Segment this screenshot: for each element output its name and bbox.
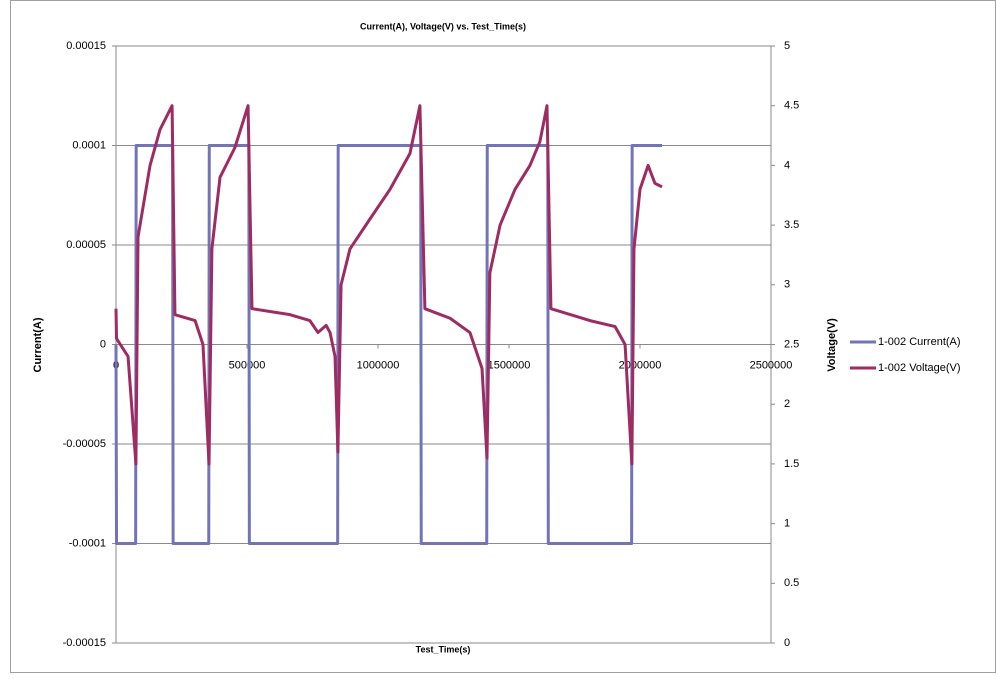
chart-border <box>10 0 996 673</box>
y-tick-label: -0.00015 <box>63 637 106 649</box>
y-tick-label: 0.00015 <box>66 40 106 52</box>
x-axis-title: Test_Time(s) <box>416 644 471 654</box>
y-tick-label: 0.00005 <box>66 239 106 251</box>
x-tick-label: 2000000 <box>619 359 662 371</box>
y-tick-label: -0.00005 <box>63 438 106 450</box>
y2-tick-label: 2 <box>784 398 790 410</box>
y2-tick-label: 2.5 <box>784 338 799 350</box>
y2-tick-label: 4 <box>784 159 790 171</box>
chart-title: Current(A), Voltage(V) vs. Test_Time(s) <box>360 21 526 31</box>
y-axis-title: Current(A) <box>32 317 44 372</box>
y-tick-label: 0.0001 <box>72 139 106 151</box>
y2-axis-title: Voltage(V) <box>826 318 838 372</box>
y2-tick-label: 0.5 <box>784 577 799 589</box>
y2-tick-label: 1 <box>784 518 790 530</box>
legend-label: 1-002 Voltage(V) <box>878 362 961 374</box>
y2-tick-label: 0 <box>784 637 790 649</box>
series-line <box>114 104 663 466</box>
x-tick-label: 2500000 <box>750 359 793 371</box>
legend-label: 1-002 Current(A) <box>878 336 961 348</box>
y2-tick-label: 5 <box>784 40 790 52</box>
x-tick-label: 500000 <box>229 359 266 371</box>
y-tick-label: 0 <box>100 338 106 350</box>
y2-tick-label: 3.5 <box>784 219 799 231</box>
y2-tick-label: 4.5 <box>784 100 799 112</box>
x-tick-label: 1500000 <box>488 359 531 371</box>
y2-tick-label: 3 <box>784 279 790 291</box>
y-tick-label: -0.0001 <box>69 537 106 549</box>
x-tick-label: 1000000 <box>357 359 400 371</box>
y2-tick-label: 1.5 <box>784 458 799 470</box>
